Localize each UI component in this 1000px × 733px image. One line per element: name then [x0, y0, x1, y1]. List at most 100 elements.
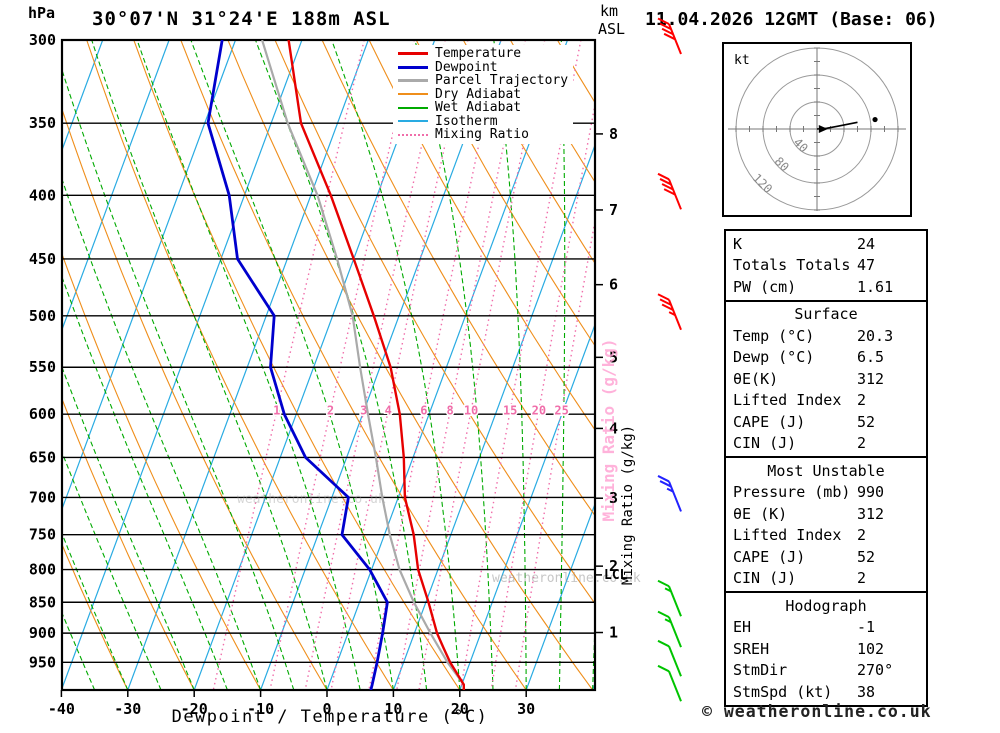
legend-label: Parcel Trajectory — [435, 73, 569, 89]
dewpoint-curve — [206, 40, 389, 690]
storm-motion-dot — [872, 116, 878, 123]
chart-legend: Temperature Dewpoint Parcel Trajectory Dry … — [393, 45, 574, 144]
mixing-ratio-watermark: Mixing Ratio (g/kg) — [599, 338, 618, 521]
stat-value: 47 — [857, 256, 876, 275]
panel-indices: K 24 Totals Totals 47 PW (cm) 1.61 — [724, 229, 928, 302]
svg-text:7: 7 — [609, 201, 618, 219]
legend-label: Isotherm — [435, 113, 498, 129]
isotherm-lines — [62, 40, 595, 690]
stat-value: 2 — [857, 569, 867, 588]
stat-label: θE (K) — [733, 504, 788, 523]
profiles — [206, 40, 465, 690]
stat-label: K — [733, 234, 743, 253]
stat-value: 102 — [857, 639, 885, 658]
legend-item: Isotherm — [398, 113, 568, 129]
panel-title: Hodograph — [785, 596, 867, 615]
indices-panels: K 24 Totals Totals 47 PW (cm) 1.61 Surface Temp… — [724, 229, 928, 707]
svg-text:2: 2 — [327, 404, 334, 418]
wind-barb — [657, 172, 682, 210]
wind-barb — [657, 664, 682, 702]
panel-surface: Surface Temp (°C) 20.3 Dewp (°C) 6.5 θE(K) 312… — [724, 299, 928, 458]
datetime-title: 11.04.2026 12GMT (Base: 06) — [645, 9, 938, 30]
stat-value: 24 — [857, 234, 876, 253]
km-axis-unit: km — [600, 2, 618, 20]
stat-label: Temp (°C) — [733, 326, 815, 345]
svg-text:700: 700 — [29, 488, 56, 506]
stat-value: 38 — [857, 682, 876, 701]
plot-frame — [60, 38, 597, 692]
legend-swatch — [398, 106, 428, 109]
stat-row: CAPE (J) 52 — [733, 546, 919, 568]
legend-item: Dewpoint — [398, 59, 568, 75]
stat-row: CAPE (J) 52 — [733, 411, 919, 433]
copyright-watermark: © weatheronline.co.uk — [702, 702, 932, 721]
legend-label: Mixing Ratio — [435, 127, 529, 143]
wind-barb — [657, 610, 682, 648]
legend-label: Dry Adiabat — [435, 86, 522, 102]
stat-value: 2 — [857, 391, 867, 410]
legend-swatch — [398, 93, 428, 96]
svg-text:500: 500 — [29, 307, 56, 325]
stat-label: CIN (J) — [733, 434, 797, 453]
stat-row: Lifted Index 2 — [733, 390, 919, 412]
hodograph-unit-label: kt — [734, 53, 750, 68]
svg-text:900: 900 — [29, 624, 56, 642]
svg-text:350: 350 — [29, 114, 56, 132]
svg-text:600: 600 — [29, 405, 56, 423]
svg-text:3: 3 — [360, 404, 367, 418]
stat-value: 6.5 — [857, 348, 885, 367]
svg-text:25: 25 — [554, 404, 568, 418]
svg-text:20: 20 — [451, 700, 469, 718]
svg-text:8: 8 — [447, 404, 454, 418]
mixing-ratio-labels: 1 2 3 4 6 8 10 15 20 25 — [272, 402, 571, 419]
stat-value: 52 — [857, 412, 876, 431]
svg-text:1: 1 — [273, 404, 280, 418]
legend-swatch — [398, 79, 428, 83]
svg-text:6: 6 — [609, 276, 618, 294]
svg-text:10: 10 — [384, 700, 402, 718]
stat-row: StmSpd (kt) 38 — [733, 681, 919, 703]
stat-value: 312 — [857, 504, 885, 523]
svg-text:950: 950 — [29, 653, 56, 671]
hodograph-axes — [728, 47, 906, 211]
svg-text:15: 15 — [503, 404, 517, 418]
svg-text:6: 6 — [420, 404, 427, 418]
legend-swatch — [398, 120, 428, 123]
stat-value: 20.3 — [857, 326, 894, 345]
svg-text:8: 8 — [609, 125, 618, 143]
stat-value: 52 — [857, 547, 876, 566]
legend-label: Temperature — [435, 46, 522, 62]
pressure-unit-label: hPa — [28, 4, 55, 22]
svg-text:5: 5 — [609, 348, 618, 366]
svg-text:4: 4 — [385, 404, 392, 418]
legend-label: Wet Adiabat — [435, 100, 522, 116]
svg-text:800: 800 — [29, 561, 56, 579]
legend-label: Dewpoint — [435, 59, 498, 75]
svg-text:0: 0 — [322, 700, 331, 718]
stat-row: θE(K) 312 — [733, 368, 919, 390]
svg-text:30: 30 — [517, 700, 535, 718]
legend-item: Mixing Ratio — [398, 127, 568, 143]
stat-label: EH — [733, 618, 752, 637]
mixing-ratio-axis-label: Mixing Ratio (g/kg) — [620, 425, 636, 585]
legend-swatch — [398, 133, 428, 136]
stat-label: Dewp (°C) — [733, 348, 815, 367]
temperature-curve — [287, 40, 465, 690]
panel-most-unstable: Most Unstable Pressure (mb) 990 θE (K) 312 Li… — [724, 456, 928, 593]
stat-row: Dewp (°C) 6.5 — [733, 347, 919, 369]
svg-text:20: 20 — [532, 404, 546, 418]
stat-label: Pressure (mb) — [733, 483, 851, 502]
svg-text:400: 400 — [29, 186, 56, 204]
stat-row: CIN (J) 2 — [733, 433, 919, 455]
stat-row: K 24 — [733, 233, 919, 255]
stat-value: 990 — [857, 483, 885, 502]
panel-hodograph: Hodograph EH -1 SREH 102 StmDir 270° StmSpd (kt… — [724, 591, 928, 707]
wind-barb — [657, 475, 682, 512]
stat-label: CIN (J) — [733, 569, 797, 588]
temp-axis-labels: -40 -30 -20 -10 0 10 20 30 — [48, 690, 535, 718]
stat-value: 1.61 — [857, 277, 894, 296]
stat-row: CIN (J) 2 — [733, 568, 919, 590]
svg-text:-30: -30 — [114, 700, 141, 718]
